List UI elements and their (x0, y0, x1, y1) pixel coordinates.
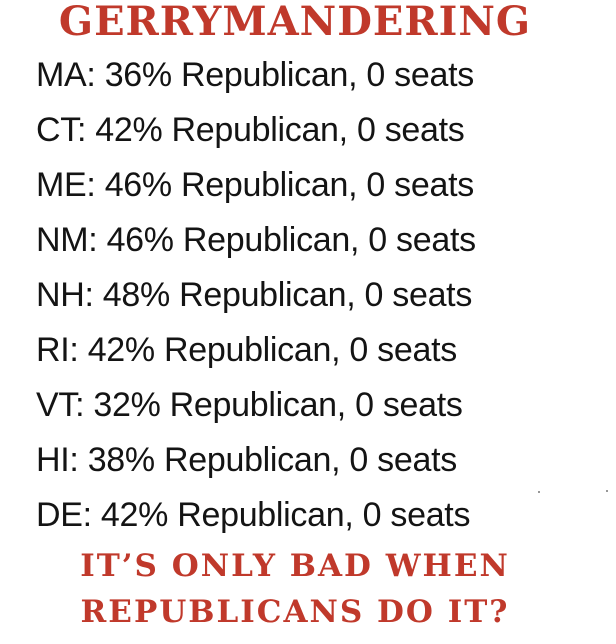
stat-line-ma: MA: 36% Republican, 0 seats (36, 56, 474, 94)
stat-line-de: DE: 42% Republican, 0 seats (36, 496, 471, 534)
stat-line-ct: CT: 42% Republican, 0 seats (36, 111, 465, 149)
state-stats-list: MA: 36% Republican, 0 seats CT: 42% Repu… (36, 48, 476, 543)
stat-line-nh: NH: 48% Republican, 0 seats (36, 276, 473, 314)
stat-line-ri: RI: 42% Republican, 0 seats (36, 331, 457, 369)
stat-line-me: ME: 46% Republican, 0 seats (36, 166, 474, 204)
headline: GERRYMANDERING (58, 0, 532, 45)
speck-mark (606, 490, 608, 492)
stat-line-nm: NM: 46% Republican, 0 seats (36, 221, 476, 259)
footer-line-1: IT’S ONLY BAD WHEN (80, 548, 510, 584)
footer-line-2: REPUBLICANS DO IT? (80, 594, 510, 630)
stat-line-vt: VT: 32% Republican, 0 seats (36, 386, 463, 424)
stat-line-hi: HI: 38% Republican, 0 seats (36, 441, 457, 479)
speck-mark (538, 491, 540, 493)
